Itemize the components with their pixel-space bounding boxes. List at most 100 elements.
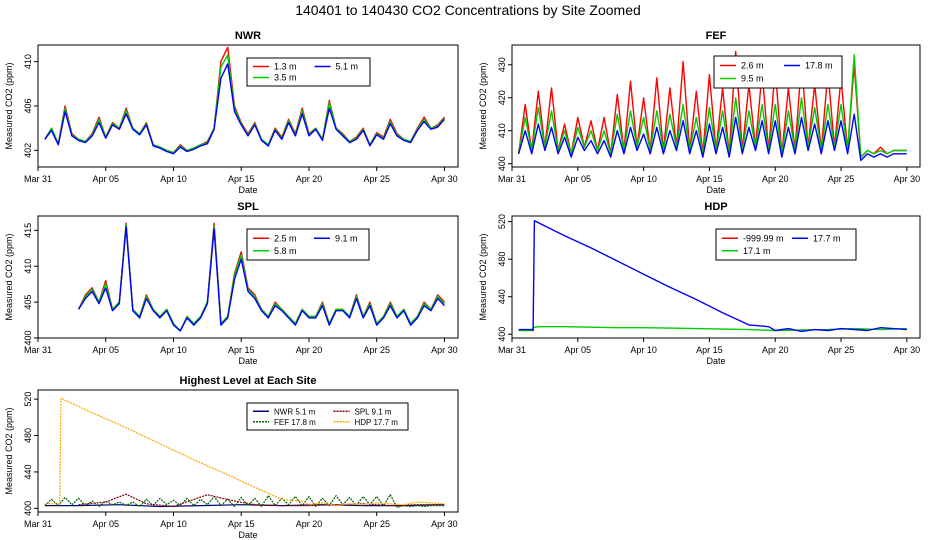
- legend-label: 1.3 m: [274, 62, 297, 72]
- x-tick-label: Apr 25: [363, 174, 390, 184]
- series-group: [518, 219, 907, 333]
- y-tick-label: 410: [23, 54, 33, 69]
- x-tick-label: Mar 31: [24, 519, 52, 529]
- series-group: [517, 50, 907, 162]
- x-axis-label: Date: [706, 356, 725, 366]
- legend-label: SPL 9.1 m: [355, 407, 392, 416]
- x-axis-label: Date: [238, 185, 257, 195]
- chart-title: Highest Level at Each Site: [180, 375, 317, 387]
- y-axis-label: Measured CO2 (ppm): [4, 62, 14, 149]
- series-line: [44, 504, 445, 508]
- y-tick-label: 400: [497, 327, 507, 342]
- x-tick-label: Apr 20: [296, 174, 323, 184]
- series-line: [44, 397, 445, 507]
- series-group: [44, 46, 446, 155]
- y-tick-label: 400: [497, 156, 507, 171]
- x-tick-label: Apr 20: [296, 345, 323, 355]
- x-tick-label: Apr 30: [894, 174, 921, 184]
- legend-label: 3.5 m: [274, 73, 297, 83]
- series-line: [518, 219, 907, 333]
- legend-box: [715, 228, 857, 261]
- chart-title: NWR: [235, 30, 261, 42]
- x-tick-label: Mar 31: [24, 345, 52, 355]
- x-tick-label: Apr 25: [363, 345, 390, 355]
- legend-label: NWR 5.1 m: [274, 407, 316, 416]
- chart-highest: Highest Level at Each Site Mar 31 Apr 05 Ap…: [4, 375, 459, 540]
- legend-box: [713, 55, 843, 89]
- x-tick-label: Apr 10: [630, 174, 657, 184]
- x-tick-label: Mar 31: [24, 174, 52, 184]
- series-line: [517, 54, 907, 158]
- legend-label: 2.6 m: [741, 61, 764, 71]
- x-tick-label: Apr 30: [431, 519, 458, 529]
- plot-frame: [37, 215, 459, 339]
- x-tick-label: Apr 20: [762, 174, 789, 184]
- chart-spl: SPL Mar 31 Apr 05 Apr 10 Apr 15 Apr 20 Apr 25 A…: [4, 201, 459, 366]
- legend-label: HDP 17.7 m: [355, 418, 399, 427]
- legend-label: FEF 17.8 m: [274, 418, 316, 427]
- x-tick-label: Apr 10: [160, 519, 187, 529]
- x-tick-label: Apr 15: [228, 519, 255, 529]
- series-line: [517, 113, 907, 162]
- x-tick-label: Apr 15: [696, 174, 723, 184]
- x-tick-label: Apr 25: [828, 345, 855, 355]
- chart-nwr: NWR Mar 31 Apr 05 Apr 10 Apr 15 Apr 20 Apr 25 A…: [4, 30, 459, 195]
- y-tick-label: 430: [497, 57, 507, 72]
- y-tick-label: 410: [23, 259, 33, 274]
- y-tick-label: 410: [497, 123, 507, 138]
- y-tick-label: 400: [23, 330, 33, 345]
- legend-label: 17.7 m: [813, 233, 841, 243]
- y-tick-label: 520: [497, 214, 507, 229]
- x-tick-label: Apr 15: [228, 174, 255, 184]
- y-axis-label: Measured CO2 (ppm): [478, 62, 488, 149]
- y-axis-label: Measured CO2 (ppm): [4, 233, 14, 320]
- x-tick-label: Apr 10: [160, 174, 187, 184]
- legend-label: 17.1 m: [743, 246, 771, 256]
- y-tick-label: 406: [23, 98, 33, 113]
- plot-frame: [511, 44, 921, 168]
- chart-title: SPL: [237, 201, 259, 213]
- series-group: [44, 397, 445, 508]
- legend: 1.3 m3.5 m 5.1 m: [246, 57, 371, 87]
- x-tick-label: Apr 15: [228, 345, 255, 355]
- x-tick-label: Apr 05: [565, 345, 592, 355]
- legend-box: [246, 228, 370, 261]
- x-tick-label: Apr 05: [92, 174, 119, 184]
- x-axis-label: Date: [706, 185, 725, 195]
- series-line: [44, 494, 445, 508]
- chart-hdp: HDP Mar 31 Apr 05 Apr 10 Apr 15 Apr 20 Apr 25 A…: [478, 201, 921, 366]
- x-tick-label: Apr 30: [431, 174, 458, 184]
- y-tick-label: 440: [23, 464, 33, 479]
- series-line: [44, 63, 446, 155]
- x-tick-label: Apr 05: [92, 519, 119, 529]
- x-tick-label: Apr 20: [762, 345, 789, 355]
- x-tick-label: Apr 30: [431, 345, 458, 355]
- legend-label: 5.1 m: [336, 62, 359, 72]
- plot-frame: [511, 215, 921, 339]
- legend-label: 2.5 m: [274, 233, 297, 243]
- series-group: [77, 222, 446, 332]
- chart-fef: FEF Mar 31 Apr 05 Apr 10 Apr 15 Apr 20 Apr 25 A…: [478, 30, 921, 195]
- y-axis-label: Measured CO2 (ppm): [478, 233, 488, 320]
- x-tick-label: Apr 05: [92, 345, 119, 355]
- x-axis-label: Date: [238, 356, 257, 366]
- y-tick-label: 420: [497, 90, 507, 105]
- legend: NWR 5.1 m FEF 17.8 m SPL 9.1 m HDP 17.7 m: [246, 402, 409, 431]
- x-tick-label: Apr 10: [630, 345, 657, 355]
- x-tick-label: Mar 31: [498, 345, 526, 355]
- x-tick-label: Apr 25: [828, 174, 855, 184]
- y-axis-label: Measured CO2 (ppm): [4, 407, 14, 494]
- x-tick-label: Apr 25: [363, 519, 390, 529]
- x-tick-label: Apr 30: [894, 345, 921, 355]
- chart-title: FEF: [706, 30, 727, 42]
- legend-label: 5.8 m: [274, 246, 297, 256]
- y-tick-label: 520: [23, 392, 33, 407]
- x-axis-label: Date: [238, 530, 257, 540]
- legend: -999.99 m 17.1 m 17.7 m: [715, 228, 857, 261]
- series-line: [78, 493, 445, 508]
- x-tick-label: Apr 05: [565, 174, 592, 184]
- legend-label: -999.99 m: [743, 233, 784, 243]
- y-tick-label: 480: [497, 252, 507, 267]
- y-tick-label: 400: [23, 501, 33, 516]
- y-tick-label: 415: [23, 223, 33, 238]
